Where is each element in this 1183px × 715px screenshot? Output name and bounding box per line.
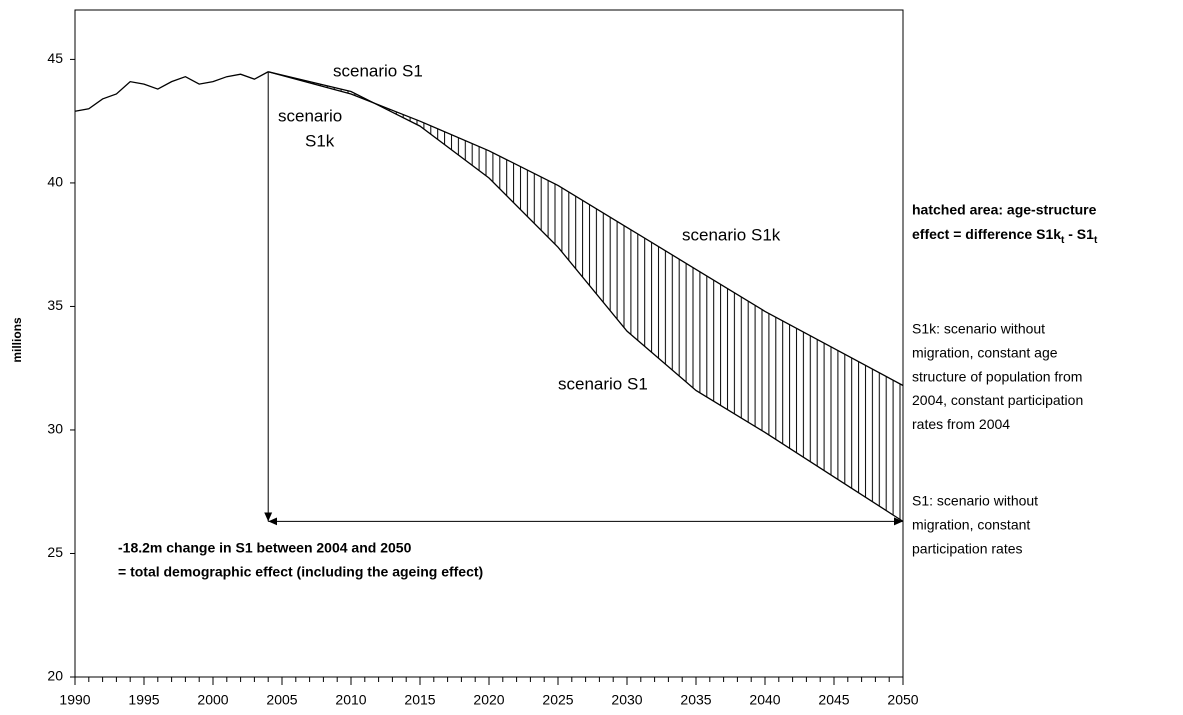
- series-line: [268, 71, 904, 522]
- x-tick-label: 2005: [266, 692, 297, 708]
- note: = total demographic effect (including th…: [118, 564, 483, 580]
- y-tick-label: 40: [47, 174, 63, 190]
- annotation: S1k: [305, 131, 335, 150]
- x-tick-label: 2035: [680, 692, 711, 708]
- note-part: - S1: [1064, 226, 1094, 242]
- series-line: [268, 71, 904, 387]
- note-part: effect = difference S1k: [912, 226, 1061, 242]
- subscript: t: [1094, 235, 1098, 246]
- note: 2004, constant participation: [912, 392, 1083, 408]
- x-tick-label: 2030: [611, 692, 642, 708]
- note: hatched area: age-structure: [912, 202, 1097, 218]
- y-tick-label: 35: [47, 297, 63, 313]
- annotation: scenario S1: [333, 61, 423, 80]
- note: rates from 2004: [912, 416, 1010, 432]
- y-tick-label: 20: [47, 668, 63, 684]
- note: S1k: scenario without: [912, 321, 1045, 337]
- notes: S1k: scenario without migration, constant…: [118, 321, 1083, 580]
- x-tick-label: 2025: [542, 692, 573, 708]
- x-tick-label: 2000: [197, 692, 228, 708]
- y-tick-label: 30: [47, 421, 63, 437]
- x-tick-label: 1995: [128, 692, 159, 708]
- note: structure of population from: [912, 368, 1082, 384]
- note: participation rates: [912, 540, 1023, 556]
- annotation: scenario: [278, 106, 342, 125]
- x-tick-label: 2020: [473, 692, 504, 708]
- note: -18.2m change in S1 between 2004 and 205…: [118, 540, 412, 556]
- y-axis-label: millions: [10, 317, 24, 363]
- x-tick-label: 2040: [749, 692, 780, 708]
- annotation: scenario S1: [558, 374, 648, 393]
- note: migration, constant: [912, 517, 1030, 533]
- series-line: [74, 71, 269, 112]
- x-tick-label: 2050: [887, 692, 918, 708]
- annotation: scenario S1k: [682, 225, 781, 244]
- x-tick-label: 2015: [404, 692, 435, 708]
- note: migration, constant age: [912, 345, 1058, 361]
- note: effect = difference S1kt - S1t: [912, 226, 1098, 246]
- x-tick-label: 2010: [335, 692, 366, 708]
- subscript: t: [1061, 235, 1065, 246]
- hatched-area: [268, 71, 903, 522]
- x-tick-label: 2045: [818, 692, 849, 708]
- y-tick-label: 45: [47, 50, 63, 66]
- y-tick-label: 25: [47, 544, 63, 560]
- note: S1: scenario without: [912, 493, 1038, 509]
- x-tick-label: 1990: [59, 692, 90, 708]
